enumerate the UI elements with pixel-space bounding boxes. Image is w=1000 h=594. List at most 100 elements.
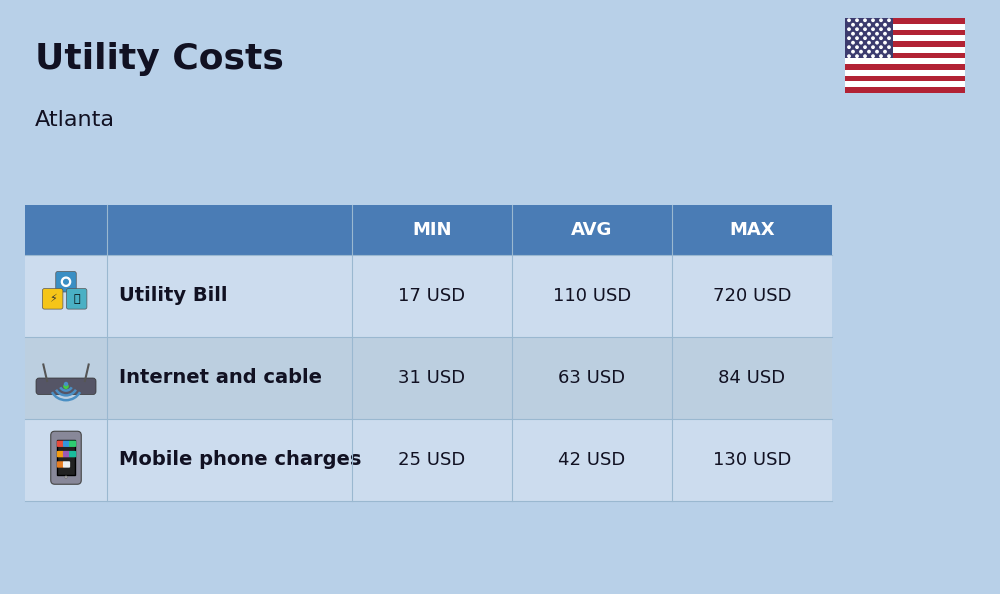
Circle shape: [856, 55, 858, 58]
FancyBboxPatch shape: [845, 47, 965, 53]
Circle shape: [868, 33, 870, 35]
FancyBboxPatch shape: [69, 451, 76, 457]
Circle shape: [852, 24, 854, 26]
FancyBboxPatch shape: [25, 255, 107, 337]
FancyBboxPatch shape: [672, 337, 832, 419]
FancyBboxPatch shape: [42, 289, 63, 309]
Circle shape: [872, 37, 874, 39]
Circle shape: [848, 55, 850, 58]
FancyBboxPatch shape: [672, 205, 832, 255]
Circle shape: [884, 42, 886, 44]
Text: 17 USD: 17 USD: [398, 287, 466, 305]
Text: MIN: MIN: [412, 221, 452, 239]
Circle shape: [864, 37, 866, 39]
FancyBboxPatch shape: [672, 419, 832, 501]
Circle shape: [888, 19, 890, 21]
Circle shape: [65, 476, 67, 478]
FancyBboxPatch shape: [107, 337, 352, 419]
Circle shape: [872, 55, 874, 58]
FancyBboxPatch shape: [512, 419, 672, 501]
FancyBboxPatch shape: [845, 81, 965, 87]
FancyBboxPatch shape: [107, 205, 352, 255]
Text: 31 USD: 31 USD: [398, 369, 466, 387]
Circle shape: [64, 279, 68, 284]
Circle shape: [888, 55, 890, 58]
Circle shape: [880, 55, 882, 58]
FancyBboxPatch shape: [512, 255, 672, 337]
Circle shape: [860, 42, 862, 44]
Circle shape: [864, 28, 866, 30]
Circle shape: [860, 24, 862, 26]
FancyBboxPatch shape: [57, 441, 75, 475]
FancyBboxPatch shape: [845, 18, 893, 58]
Text: 130 USD: 130 USD: [713, 451, 791, 469]
FancyBboxPatch shape: [63, 441, 70, 447]
FancyBboxPatch shape: [352, 255, 512, 337]
Circle shape: [852, 50, 854, 53]
Circle shape: [868, 42, 870, 44]
FancyBboxPatch shape: [63, 462, 70, 467]
Circle shape: [888, 28, 890, 30]
Circle shape: [884, 50, 886, 53]
FancyBboxPatch shape: [845, 35, 965, 41]
Circle shape: [864, 55, 866, 58]
Text: Mobile phone charges: Mobile phone charges: [119, 450, 361, 469]
Circle shape: [880, 46, 882, 48]
FancyBboxPatch shape: [66, 289, 87, 309]
Circle shape: [856, 46, 858, 48]
FancyBboxPatch shape: [36, 378, 96, 394]
Text: Utility Bill: Utility Bill: [119, 286, 228, 305]
Circle shape: [872, 28, 874, 30]
Circle shape: [876, 50, 878, 53]
FancyBboxPatch shape: [845, 24, 965, 30]
Text: Internet and cable: Internet and cable: [119, 368, 322, 387]
FancyBboxPatch shape: [512, 205, 672, 255]
FancyBboxPatch shape: [25, 337, 107, 419]
Circle shape: [852, 33, 854, 35]
FancyBboxPatch shape: [51, 431, 81, 484]
Circle shape: [876, 24, 878, 26]
Text: 25 USD: 25 USD: [398, 451, 466, 469]
Text: Utility Costs: Utility Costs: [35, 42, 284, 76]
Circle shape: [848, 19, 850, 21]
Text: 110 USD: 110 USD: [553, 287, 631, 305]
FancyBboxPatch shape: [63, 451, 70, 457]
Circle shape: [888, 46, 890, 48]
FancyBboxPatch shape: [69, 441, 76, 447]
Circle shape: [864, 19, 866, 21]
FancyBboxPatch shape: [57, 441, 64, 447]
FancyBboxPatch shape: [107, 419, 352, 501]
FancyBboxPatch shape: [57, 451, 64, 457]
FancyBboxPatch shape: [845, 58, 965, 64]
FancyBboxPatch shape: [352, 337, 512, 419]
FancyBboxPatch shape: [512, 337, 672, 419]
Text: 63 USD: 63 USD: [558, 369, 626, 387]
Circle shape: [848, 46, 850, 48]
FancyBboxPatch shape: [352, 205, 512, 255]
Circle shape: [856, 19, 858, 21]
Circle shape: [64, 383, 67, 386]
Circle shape: [856, 28, 858, 30]
Circle shape: [876, 33, 878, 35]
Text: MAX: MAX: [729, 221, 775, 239]
FancyBboxPatch shape: [25, 419, 107, 501]
Text: ⚡: ⚡: [49, 294, 57, 304]
Circle shape: [880, 28, 882, 30]
Circle shape: [888, 37, 890, 39]
FancyBboxPatch shape: [107, 255, 352, 337]
Circle shape: [860, 50, 862, 53]
FancyBboxPatch shape: [56, 271, 76, 292]
Circle shape: [848, 28, 850, 30]
Text: 84 USD: 84 USD: [718, 369, 786, 387]
Circle shape: [876, 42, 878, 44]
Circle shape: [880, 19, 882, 21]
FancyBboxPatch shape: [845, 18, 965, 93]
Circle shape: [64, 384, 68, 388]
Circle shape: [61, 277, 71, 286]
FancyBboxPatch shape: [672, 255, 832, 337]
Circle shape: [884, 33, 886, 35]
Text: Atlanta: Atlanta: [35, 110, 115, 130]
Circle shape: [864, 46, 866, 48]
Text: 42 USD: 42 USD: [558, 451, 626, 469]
FancyBboxPatch shape: [352, 419, 512, 501]
